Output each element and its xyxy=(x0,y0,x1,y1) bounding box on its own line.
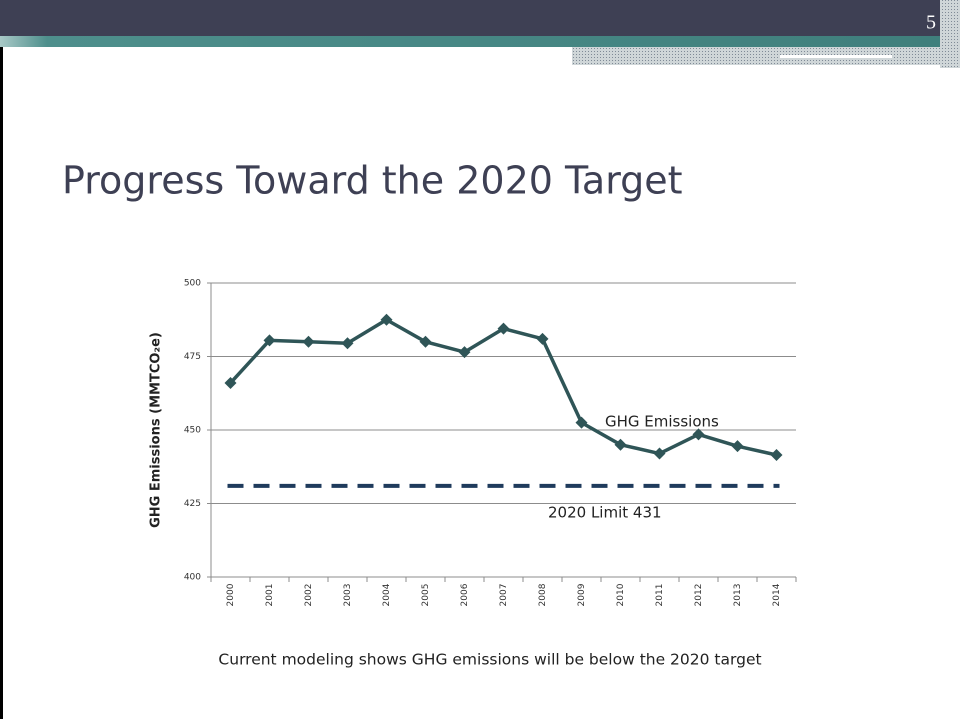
x-tick-label: 2007 xyxy=(499,584,509,607)
header-bar xyxy=(0,0,960,36)
header-stripe xyxy=(0,36,940,47)
data-point xyxy=(263,334,276,347)
x-tick-label: 2009 xyxy=(577,583,587,606)
x-tick-label: 2006 xyxy=(460,583,470,606)
x-tick-label: 2002 xyxy=(304,584,314,607)
data-point xyxy=(224,376,237,389)
x-tick-label: 2008 xyxy=(538,583,548,606)
slide-title: Progress Toward the 2020 Target xyxy=(62,159,683,203)
x-tick-label: 2014 xyxy=(772,583,782,606)
x-tick-label: 2010 xyxy=(616,583,626,606)
y-tick-label: 425 xyxy=(184,499,201,509)
data-point xyxy=(497,322,510,335)
data-point xyxy=(575,416,588,429)
data-point xyxy=(302,335,315,348)
header-accent xyxy=(780,55,892,58)
data-point xyxy=(653,447,666,460)
x-tick-label: 2011 xyxy=(655,584,665,607)
x-tick-label: 2013 xyxy=(733,584,743,607)
x-tick-label: 2005 xyxy=(421,584,431,607)
y-tick-label: 400 xyxy=(184,573,201,583)
x-tick-label: 2012 xyxy=(694,584,704,607)
data-point xyxy=(770,448,783,461)
y-tick-label: 500 xyxy=(184,279,201,289)
corner-pattern xyxy=(940,0,960,68)
caption: Current modeling shows GHG emissions wil… xyxy=(218,651,761,669)
y-tick-label: 450 xyxy=(184,426,201,436)
data-point xyxy=(458,346,471,359)
data-point xyxy=(341,337,354,350)
slide-number: 5 xyxy=(926,12,936,34)
data-point xyxy=(419,335,432,348)
x-tick-label: 2000 xyxy=(226,583,236,606)
x-tick-label: 2001 xyxy=(265,584,275,607)
y-axis-label: GHG Emissions (MMTCO₂e) xyxy=(149,332,164,528)
limit-label: 2020 Limit 431 xyxy=(548,503,662,521)
series-label: GHG Emissions xyxy=(605,413,719,431)
y-tick-label: 475 xyxy=(184,352,201,362)
data-point xyxy=(380,313,393,326)
data-point xyxy=(731,440,744,453)
x-tick-label: 2003 xyxy=(343,584,353,607)
data-point xyxy=(614,438,627,451)
x-tick-label: 2004 xyxy=(382,583,392,606)
data-point xyxy=(536,332,549,345)
data-point xyxy=(692,428,705,441)
header-pattern xyxy=(572,47,940,65)
slide-border xyxy=(0,0,3,719)
